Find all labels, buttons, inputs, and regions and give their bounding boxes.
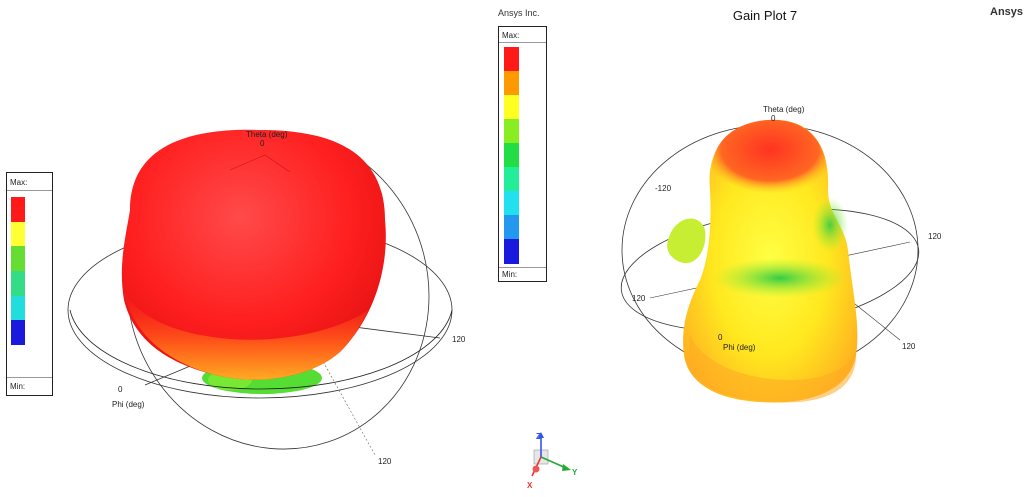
legend-divider [7,190,52,191]
legend-swatch [504,143,519,168]
theta-tick-label: 120 [902,342,916,351]
company-label: Ansys Inc. [498,8,540,18]
x-arrowhead-icon [532,465,540,473]
phi-ring-front [69,309,453,390]
x-axis-label: X [527,481,533,490]
lower-lobe-shade [688,335,857,403]
theta-tick-label: 0 [260,139,265,148]
legend-divider [7,377,52,378]
legend-swatch [11,221,25,247]
color-legend-center: Max: Min: [498,26,547,282]
main-lobe-base [124,290,368,380]
legend-divider [499,267,546,268]
z-arrowhead-icon [538,432,544,438]
phi-tick-label: 120 [452,335,466,344]
legend-swatch [504,95,519,120]
legend-swatch [504,71,519,96]
legend-swatch [504,215,519,240]
side-lobe [667,218,706,264]
theta-tick-label: -120 [655,184,672,193]
legend-max-label: Max: [502,31,520,40]
legend-swatch [11,295,25,321]
theta-axis-label: Theta (deg) [246,130,288,139]
legend-min-label: Min: [502,270,518,279]
legend-min-label: Min: [10,382,26,391]
y-axis-label: Y [572,468,578,477]
legend-divider [499,42,546,43]
phi-tick-label: 0 [118,385,123,394]
top-lobe [712,119,828,194]
legend-swatch [504,239,519,264]
y-arrowhead-icon [562,464,571,471]
phi-axis-label: Phi (deg) [112,400,145,409]
theta-120-line [849,299,901,341]
phi-tick-label: 120 [632,294,646,303]
green-null-band [812,197,848,253]
phi-axis-label: Phi (deg) [723,343,756,352]
theta-axis-label: Theta (deg) [763,105,805,114]
plot-title: Gain Plot 7 [732,8,798,23]
mesh-seam [229,154,291,173]
theta-tick-label: 0 [771,114,776,123]
legend-swatch [11,320,25,346]
z-axis-label: Z [536,432,541,441]
phi-tick-label: 0 [718,333,723,342]
legend-swatch [504,47,519,72]
legend-swatch [11,246,25,272]
axis-triad[interactable]: Z Y X [527,432,578,490]
main-lobe [121,129,386,380]
legend-swatch [504,119,519,144]
right-radiation-pattern: Theta (deg) 0 -120 120 120 0 Phi (deg) 1… [620,105,942,403]
green-null-band [712,258,848,298]
legend-max-label: Max: [10,178,28,187]
left-radiation-pattern: Theta (deg) 0 0 Phi (deg) 120 120 [67,129,466,466]
brand-logo-text: Ansys [990,6,1024,18]
legend-swatch [504,167,519,192]
theta-tick-label: 120 [378,457,392,466]
legend-swatch [504,191,519,216]
legend-swatch [11,271,25,297]
phi-tick-label: 120 [928,232,942,241]
legend-swatch [11,197,25,223]
color-legend-left: Max: Min: [6,172,53,396]
y-axis-arrow [540,456,567,469]
